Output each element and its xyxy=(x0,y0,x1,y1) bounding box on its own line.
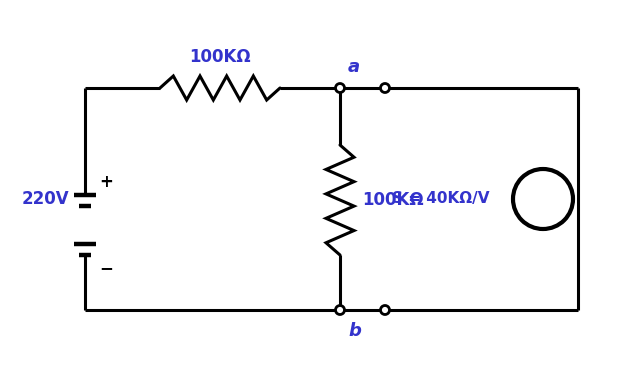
Text: b: b xyxy=(348,322,361,340)
Text: S = 40KΩ/V: S = 40KΩ/V xyxy=(392,191,489,206)
Text: 100KΩ: 100KΩ xyxy=(362,191,423,209)
Text: +: + xyxy=(99,173,113,191)
Circle shape xyxy=(381,305,389,315)
Circle shape xyxy=(336,84,344,92)
Circle shape xyxy=(336,305,344,315)
Circle shape xyxy=(513,169,573,229)
Text: V: V xyxy=(535,190,551,209)
Text: a: a xyxy=(348,58,360,76)
Text: 100KΩ: 100KΩ xyxy=(189,48,251,66)
Circle shape xyxy=(381,84,389,92)
Text: 220V: 220V xyxy=(21,190,69,208)
Text: −: − xyxy=(99,259,113,277)
